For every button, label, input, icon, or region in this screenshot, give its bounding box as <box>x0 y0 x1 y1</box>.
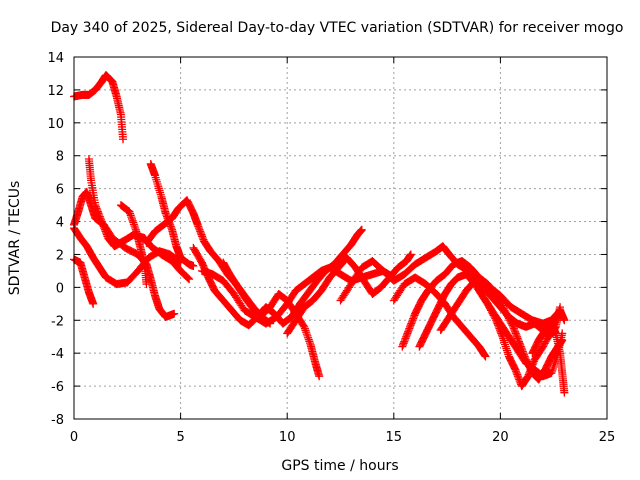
series-track-18 <box>475 286 569 391</box>
x-tick-label: 5 <box>176 430 184 445</box>
y-tick-label: 10 <box>47 117 64 132</box>
series-track-3 <box>70 224 185 289</box>
y-tick-label: 8 <box>56 150 64 165</box>
data-point <box>185 275 194 284</box>
data-point <box>560 316 569 325</box>
data-point <box>315 372 324 381</box>
data-point <box>552 314 561 323</box>
x-tick-label: 0 <box>70 430 78 445</box>
data-point <box>170 309 179 318</box>
y-tick-label: 2 <box>56 248 64 263</box>
data-point <box>119 135 128 144</box>
series-track-7 <box>146 159 198 270</box>
data-point <box>89 299 98 308</box>
data-point <box>481 352 490 361</box>
y-tick-label: 0 <box>56 281 64 296</box>
y-tick-label: 14 <box>47 51 64 66</box>
x-tick-label: 15 <box>386 430 403 445</box>
data-point <box>551 316 560 325</box>
series-track-4 <box>70 255 98 308</box>
y-tick-label: -6 <box>51 380 64 395</box>
x-tick-label: 10 <box>279 430 296 445</box>
data-point <box>189 261 198 270</box>
data-point <box>184 274 193 283</box>
axis-ticks: -8 -6 -4 -2 0 2 4 6 8 10 12 14 0 5 10 15 20 25 <box>47 51 615 445</box>
x-axis-label: GPS time / hours <box>281 458 398 474</box>
series-track-10 <box>219 258 324 381</box>
y-axis-label: SDTVAR / TECUs <box>7 181 23 296</box>
series-track-6 <box>116 201 151 289</box>
y-tick-label: 4 <box>56 216 64 231</box>
data-series <box>70 71 569 397</box>
data-point <box>406 250 415 259</box>
series-track-1 <box>70 71 128 144</box>
data-point <box>357 225 366 234</box>
x-tick-label: 20 <box>492 430 509 445</box>
y-tick-label: -2 <box>51 314 64 329</box>
y-tick-label: 12 <box>47 84 64 99</box>
y-tick-label: -4 <box>51 347 64 362</box>
data-point <box>183 273 192 282</box>
series-track-19 <box>528 319 569 397</box>
x-tick-label: 25 <box>599 430 616 445</box>
grid-lines <box>74 57 607 419</box>
chart-title: Day 340 of 2025, Sidereal Day-to-day VTE… <box>51 20 624 36</box>
y-tick-label: -8 <box>51 413 64 428</box>
data-point <box>142 280 151 289</box>
plot-frame <box>73 56 608 420</box>
data-point <box>560 388 569 397</box>
series-track-5 <box>70 187 179 321</box>
y-tick-label: 6 <box>56 183 64 198</box>
